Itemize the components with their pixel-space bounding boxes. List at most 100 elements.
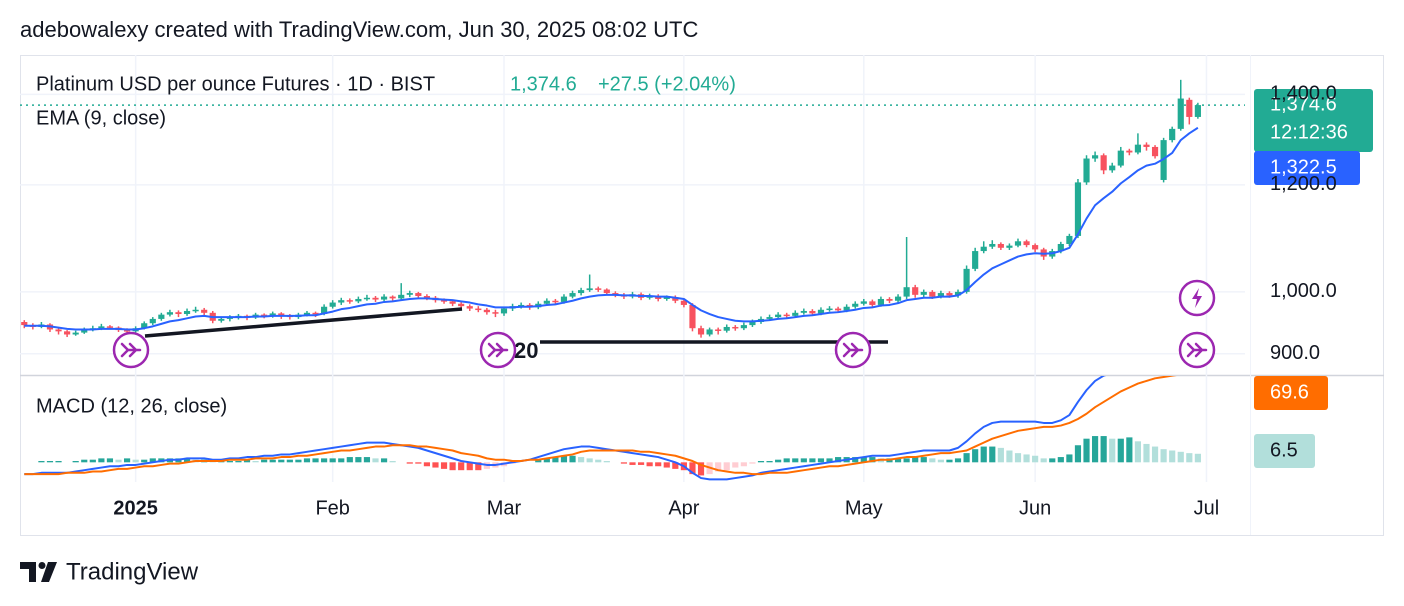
histogram-bar — [792, 458, 799, 463]
candle-body — [792, 312, 799, 316]
candle-body — [1100, 155, 1107, 171]
histogram-bar — [1126, 437, 1133, 463]
histogram-bar — [149, 458, 156, 463]
histogram-bar — [1014, 453, 1022, 463]
histogram-bar — [920, 457, 927, 463]
candle-body — [997, 243, 1004, 248]
candle-body — [372, 297, 379, 300]
candle-body — [912, 287, 919, 295]
scale-tags: 1,374.6 12:12:36 1,322.5 69.6 6.5 — [1254, 89, 1373, 468]
histogram-bar — [295, 459, 302, 463]
event-icon[interactable] — [479, 331, 517, 369]
footer-brand: TradingView — [66, 558, 199, 585]
histogram-bar — [355, 457, 362, 463]
histogram-bar — [81, 459, 88, 463]
histogram-bar — [449, 462, 456, 471]
candle-body — [869, 301, 876, 305]
histogram-bar — [458, 462, 465, 471]
event-icon[interactable] — [1178, 331, 1216, 369]
candle-body — [1194, 105, 1201, 117]
countdown: 12:12:36 — [1270, 121, 1348, 143]
candle-body — [595, 288, 602, 290]
histogram-bar — [1134, 441, 1142, 463]
y-tick-label: 900.0 — [1270, 342, 1320, 364]
histogram-bar — [55, 461, 62, 463]
x-tick-label: Mar — [487, 497, 522, 519]
histogram-bar — [732, 462, 739, 468]
candle-body — [672, 297, 679, 301]
x-tick-label: Apr — [668, 497, 699, 519]
ema-line — [24, 126, 1199, 331]
histogram-bar — [629, 462, 636, 465]
histogram-bar — [372, 458, 379, 463]
candle-body — [329, 302, 336, 307]
histogram-bar — [115, 459, 122, 463]
histogram-bar — [346, 457, 353, 463]
candle-body — [894, 296, 902, 301]
candle-body — [860, 301, 867, 304]
candle-body — [55, 329, 62, 332]
histogram-bar — [835, 457, 842, 463]
histogram-bar — [1194, 453, 1201, 463]
candle-body — [972, 251, 979, 269]
candle-body — [578, 290, 585, 294]
histogram-bar — [1100, 436, 1107, 463]
histogram-bar — [757, 461, 765, 463]
histogram-bar — [997, 447, 1004, 463]
histogram-bar — [466, 462, 473, 471]
histogram-bar — [286, 459, 293, 463]
histogram-bar — [603, 461, 610, 463]
candle-body — [355, 298, 362, 302]
candle-body — [1032, 245, 1039, 250]
histogram-bar — [689, 462, 696, 475]
histogram-bar — [38, 461, 45, 463]
price-tag — [1254, 89, 1373, 152]
candle-body — [740, 325, 747, 329]
candle-body — [321, 306, 328, 315]
histogram-tag-label: 6.5 — [1270, 439, 1298, 461]
x-tick-label: Feb — [315, 497, 349, 519]
candle-body — [697, 328, 705, 335]
candle-body — [398, 294, 405, 299]
histogram-bar — [132, 459, 139, 463]
event-icon[interactable] — [834, 331, 872, 369]
candle-body — [303, 312, 311, 315]
histogram-bar — [440, 462, 448, 469]
histogram-bar — [1117, 438, 1124, 463]
histogram-bar — [141, 459, 148, 463]
candle-body — [543, 300, 550, 304]
candle-body — [149, 318, 156, 324]
histogram-bar — [1109, 438, 1116, 463]
candle-body — [843, 306, 850, 311]
signal-tag-label: 69.6 — [1270, 381, 1309, 403]
candle-body — [346, 300, 353, 302]
candle-body — [312, 312, 319, 315]
histogram-bar — [989, 446, 996, 463]
event-icon[interactable] — [112, 331, 150, 369]
alert-icon[interactable] — [1178, 279, 1216, 317]
histogram-bar — [800, 458, 807, 463]
candle-body — [937, 293, 944, 297]
macd-pane — [24, 376, 1201, 481]
candle-body — [475, 308, 482, 311]
histogram-bar — [363, 457, 371, 463]
candle-body — [1092, 155, 1099, 159]
histogram-bar — [894, 458, 902, 463]
candle-body — [732, 326, 739, 329]
candle-body — [886, 298, 893, 301]
candle-body — [1117, 150, 1124, 166]
histogram-bar — [1066, 454, 1073, 463]
candle-body — [123, 330, 131, 332]
histogram-bar — [1040, 458, 1047, 463]
histogram-bar — [1169, 450, 1176, 463]
candle-body — [680, 300, 687, 305]
histogram-bar — [432, 462, 439, 468]
candle-body — [201, 309, 208, 313]
candle-body — [766, 317, 773, 319]
candle-body — [552, 300, 559, 303]
histogram-bar — [775, 459, 782, 463]
histogram-bar — [980, 446, 987, 463]
histogram-bar — [903, 458, 910, 463]
histogram-bar — [1006, 450, 1013, 463]
